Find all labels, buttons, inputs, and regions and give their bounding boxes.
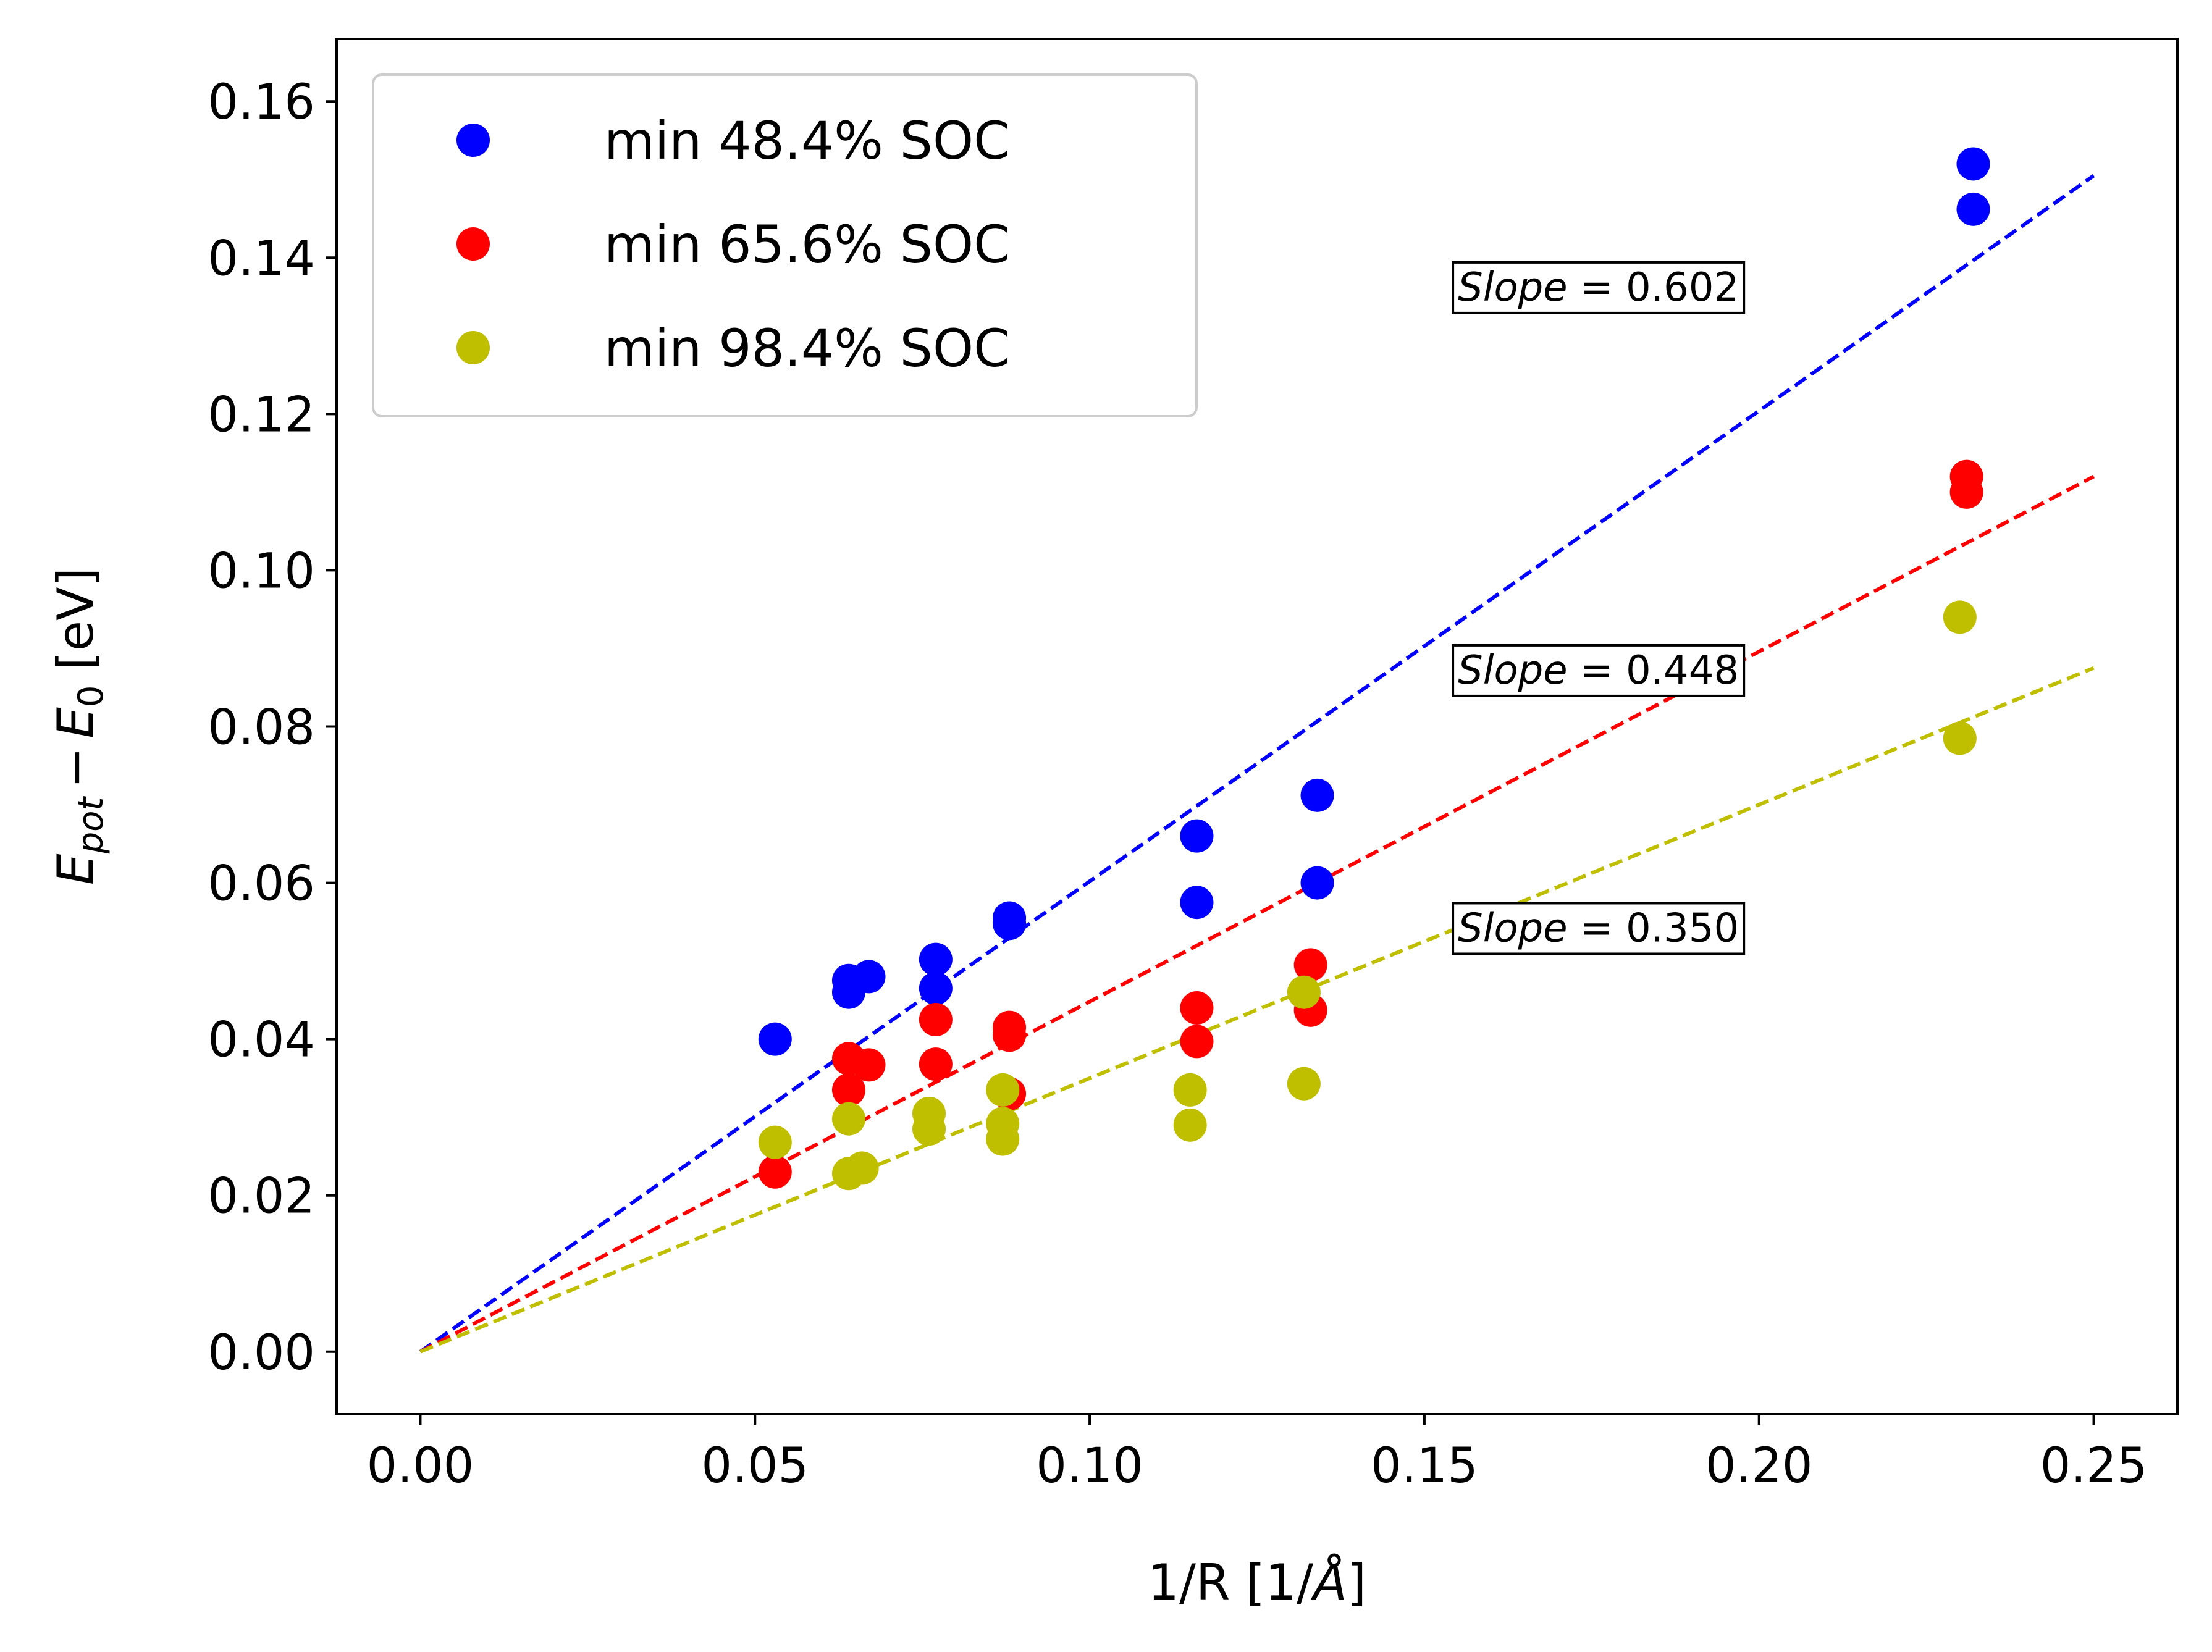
data-point-series2-4 [852, 1048, 886, 1082]
data-point-series2-10 [1180, 991, 1214, 1025]
slope-annotation-3: Slope = 0.350 [1452, 902, 1746, 955]
fit-line-2 [419, 474, 2095, 1354]
data-point-series3-1 [758, 1125, 792, 1159]
x-tick-label: 0.05 [701, 1438, 809, 1494]
x-tick-label: 0.00 [367, 1438, 474, 1494]
slope-annotation-1: Slope = 0.602 [1452, 261, 1746, 314]
data-point-series3-10 [1173, 1073, 1207, 1107]
data-point-series2-15 [1949, 475, 1983, 509]
data-point-series1-6 [919, 971, 953, 1005]
data-point-series1-14 [1956, 192, 1990, 226]
data-point-series3-2 [831, 1102, 865, 1136]
data-point-series1-8 [993, 907, 1027, 941]
data-point-series2-5 [919, 1003, 953, 1037]
data-point-series3-13 [1287, 1067, 1321, 1101]
annotation-text: Slope = 0.448 [1458, 648, 1739, 694]
legend-label-2: min 65.6% SOC [604, 214, 1010, 275]
x-tick-label: 0.25 [2040, 1438, 2148, 1494]
fit-lines [419, 174, 2095, 1354]
data-point-series1-1 [758, 1022, 792, 1056]
data-point-series2-12 [1293, 948, 1327, 982]
data-point-series3-6 [912, 1112, 946, 1146]
y-tick-label: 0.14 [208, 231, 315, 287]
data-point-series1-9 [1180, 819, 1214, 853]
fit-line-1 [419, 174, 2095, 1354]
data-point-series2-11 [1180, 1025, 1214, 1059]
y-tick-label: 0.00 [208, 1325, 315, 1381]
legend-label-3: min 98.4% SOC [604, 318, 1010, 379]
annotation-text: Slope = 0.602 [1458, 265, 1739, 311]
legend-marker-3 [456, 331, 490, 364]
data-points [758, 147, 1990, 1191]
annotation-box [1452, 644, 1746, 697]
legend-label-1: min 48.4% SOC [604, 111, 1010, 171]
fit-line-3 [419, 666, 2095, 1354]
legend-marker-1 [456, 124, 490, 157]
data-point-series3-9 [986, 1122, 1020, 1156]
data-point-series3-14 [1943, 600, 1977, 634]
x-tick-label: 0.15 [1371, 1438, 1478, 1494]
data-point-series3-11 [1173, 1108, 1207, 1142]
data-point-series1-13 [1956, 147, 1990, 181]
legend: min 48.4% SOC min 65.6% SOC min 98.4% SOC [372, 73, 1198, 417]
x-axis-ticks: 0.00 0.05 0.10 0.15 0.20 0.25 [367, 1414, 2148, 1494]
y-tick-label: 0.10 [208, 543, 315, 599]
data-point-series1-12 [1300, 866, 1334, 900]
data-point-series1-5 [919, 942, 953, 976]
data-point-series1-11 [1300, 778, 1334, 812]
data-point-series1-10 [1180, 886, 1214, 920]
slope-annotation-2: Slope = 0.448 [1452, 644, 1746, 697]
data-point-series2-3 [831, 1073, 865, 1107]
data-point-series3-12 [1287, 975, 1321, 1009]
y-tick-label: 0.02 [208, 1169, 315, 1225]
y-axis-title: Epot−E0[eV] [47, 568, 111, 885]
data-point-series3-4 [845, 1151, 879, 1185]
x-tick-label: 0.20 [1705, 1438, 1813, 1494]
annotation-box [1452, 902, 1746, 955]
slope-annotations: Slope = 0.602 Slope = 0.448 Slope = 0.350 [1452, 261, 1746, 955]
data-point-series2-1 [758, 1155, 792, 1189]
y-tick-label: 0.04 [208, 1013, 315, 1068]
annotation-text: Slope = 0.350 [1458, 905, 1739, 951]
y-axis-ticks: 0.00 0.02 0.04 0.06 0.08 0.10 0.12 0.14 0.16 [208, 75, 337, 1381]
x-axis-title: 1/R [1/Å] [1148, 1553, 1366, 1611]
y-tick-label: 0.12 [208, 387, 315, 443]
data-point-series2-6 [919, 1047, 953, 1081]
y-tick-label: 0.08 [208, 700, 315, 756]
y-tick-label: 0.06 [208, 857, 315, 912]
y-tick-label: 0.16 [208, 75, 315, 130]
x-tick-label: 0.10 [1036, 1438, 1143, 1494]
legend-marker-2 [456, 227, 490, 261]
data-point-series3-7 [986, 1073, 1020, 1107]
data-point-series1-4 [852, 960, 886, 994]
data-point-series2-8 [993, 1018, 1027, 1052]
data-point-series3-15 [1943, 721, 1977, 755]
legend-box [372, 73, 1198, 417]
annotation-box [1452, 261, 1746, 314]
legend-entries: min 48.4% SOC min 65.6% SOC min 98.4% SOC [456, 111, 1010, 379]
